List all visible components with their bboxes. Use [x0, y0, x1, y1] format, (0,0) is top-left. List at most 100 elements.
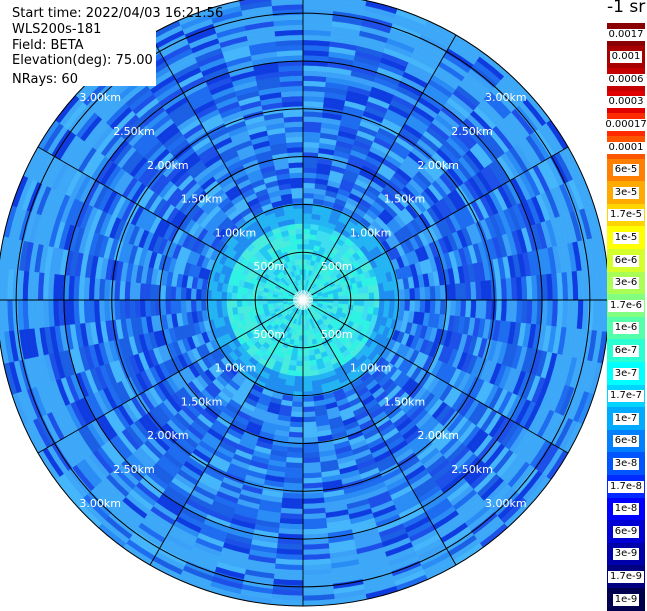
range-gate-cell [475, 299, 482, 319]
range-gate-cell [284, 126, 304, 133]
range-gate-cell [294, 259, 300, 266]
range-gate-cell [251, 299, 258, 306]
range-gate-cell [302, 177, 317, 184]
colorbar-level: 0.0003 [606, 90, 646, 114]
colorbar-level: 1.7e-7 [607, 384, 645, 408]
range-gate-cell [149, 299, 157, 317]
range-gate-cell [256, 294, 263, 301]
range-gate-cell [302, 182, 316, 189]
range-gate-cell [302, 375, 312, 382]
colorbar-level: 3e-8 [607, 452, 645, 476]
range-gate-cell [419, 286, 426, 301]
range-gate-cell [343, 299, 350, 306]
colorbar-level: 1e-5 [607, 226, 645, 250]
range-gate-cell [343, 294, 350, 301]
range-gate-cell [323, 0, 335, 1]
range-ring-label: 500m [321, 328, 353, 341]
range-gate-cell [291, 192, 304, 199]
start-time-text: Start time: 2022/04/03 16:21:56 [12, 6, 224, 21]
instrument-text: WLS200s-181 [12, 22, 102, 37]
range-gate-cell [256, 299, 263, 306]
range-gate-cell [302, 223, 312, 230]
range-gate-cell [302, 406, 315, 413]
range-gate-cell [399, 299, 406, 311]
range-gate-cell [165, 285, 172, 301]
range-gate-cell [302, 156, 319, 164]
range-ring-label: 1.50km [181, 395, 223, 408]
range-gate-cell [285, 462, 304, 469]
range-gate-cell [296, 238, 304, 245]
range-gate-cell [368, 292, 375, 301]
range-ring-label: 2.00km [417, 159, 459, 172]
range-gate-cell [302, 396, 314, 403]
colorbar-level: 1.7e-5 [607, 203, 645, 227]
range-gate-cell [195, 288, 202, 301]
range-gate-cell [291, 187, 304, 194]
colorbar-tick-label: 1.7e-8 [607, 480, 645, 493]
range-gate-cell [358, 299, 365, 307]
colorbar-level: 6e-8 [607, 429, 645, 453]
range-gate-cell [348, 294, 355, 301]
range-gate-cell [175, 299, 182, 314]
colorbar-tick-label: 0.00017 [603, 118, 647, 131]
range-gate-cell [439, 299, 447, 316]
range-gate-cell [221, 291, 228, 301]
range-gate-cell [210, 290, 217, 301]
range-ring-label: 500m [253, 328, 285, 341]
range-gate-cell [284, 121, 304, 128]
range-gate-cell [231, 299, 238, 308]
colorbar-tick-label: 0.0001 [606, 141, 646, 154]
range-gate-cell [439, 284, 447, 301]
colorbar-level: 0.0006 [606, 68, 646, 92]
range-gate-cell [298, 258, 304, 265]
range-gate-cell [302, 207, 313, 214]
range-gate-cell [465, 299, 472, 318]
colorbar-tick-label: 1.7e-6 [607, 299, 645, 312]
range-gate-cell [293, 386, 304, 393]
range-gate-cell [296, 355, 304, 362]
colorbar-level: 1.7e-6 [607, 294, 645, 318]
colorbar-tick-label: 6e-8 [612, 435, 640, 448]
colorbar-tick-label: 0.0017 [606, 28, 646, 41]
range-gate-cell [302, 386, 313, 393]
range-gate-cell [185, 299, 192, 313]
range-gate-cell [404, 288, 411, 301]
range-gate-cell [294, 370, 304, 377]
range-gate-cell [449, 299, 457, 317]
range-gate-cell [302, 248, 309, 255]
colorbar-unit-label: -1 sr [607, 0, 646, 17]
colorbar-level: 3e-9 [607, 542, 645, 566]
range-ring-label: 3.00km [79, 497, 121, 510]
colorbar-tick-label: 0.0006 [606, 73, 646, 86]
range-gate-cell [302, 462, 321, 469]
range-gate-cell [210, 299, 217, 310]
range-gate-cell [190, 299, 197, 312]
colorbar-tick-label: 3e-9 [612, 548, 640, 561]
range-gate-cell [139, 299, 146, 318]
range-gate-cell [454, 283, 462, 301]
range-gate-cell [134, 299, 141, 318]
range-gate-cell [302, 360, 311, 367]
colorbar-tick-label: 1.7e-9 [607, 570, 645, 583]
range-gate-cell [231, 292, 238, 301]
range-gate-cell [185, 287, 192, 301]
colorbar-tick-label: 1e-9 [612, 593, 640, 606]
range-ring-label: 3.00km [79, 91, 121, 104]
range-gate-cell [290, 411, 304, 418]
range-gate-cell [302, 243, 310, 250]
range-gate-cell [302, 446, 320, 454]
range-ring-label: 2.50km [451, 463, 493, 476]
range-gate-cell [409, 288, 416, 301]
range-gate-cell [602, 299, 607, 333]
range-gate-cell [353, 293, 360, 301]
range-gate-cell [460, 282, 467, 301]
range-gate-cell [288, 162, 304, 169]
range-gate-cell [302, 126, 322, 133]
range-gate-cell [602, 267, 607, 301]
range-gate-cell [251, 294, 258, 301]
range-gate-cell [289, 172, 304, 179]
range-gate-cell [296, 350, 304, 357]
range-ring-label: 2.50km [113, 463, 155, 476]
range-gate-cell [129, 281, 136, 301]
range-gate-cell [302, 457, 321, 464]
